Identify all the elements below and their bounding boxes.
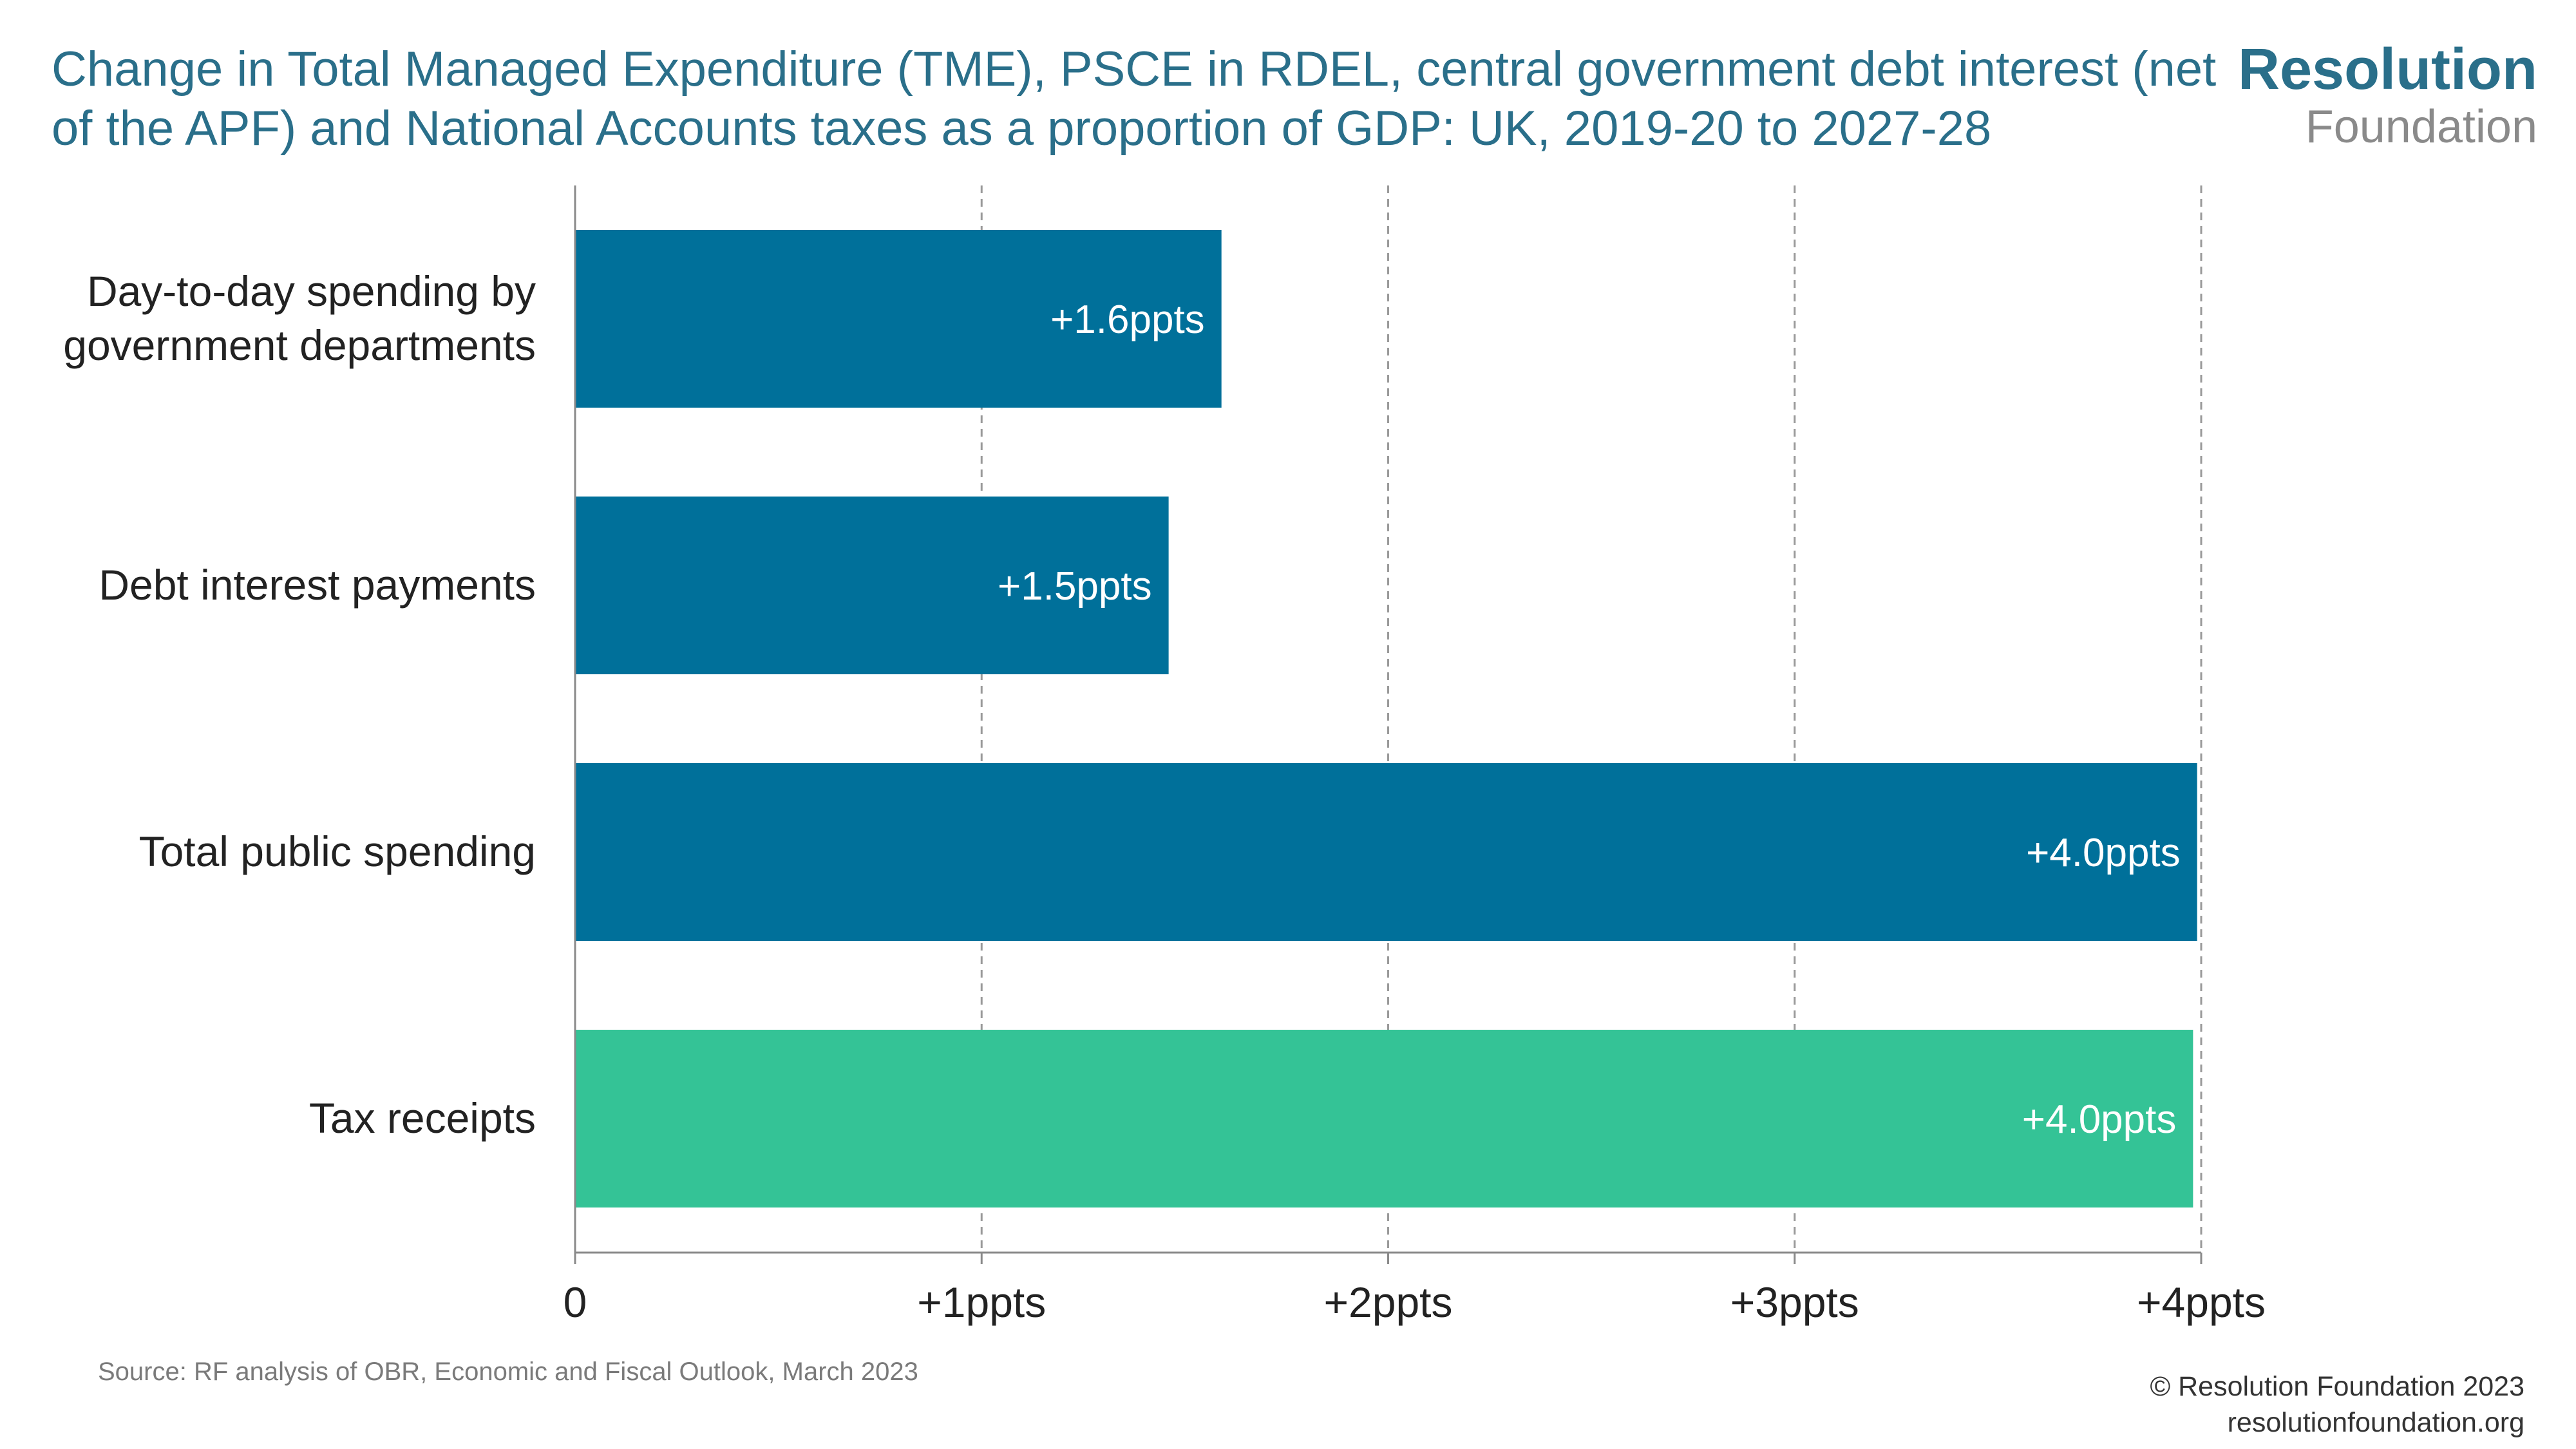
bar — [575, 497, 1169, 674]
category-label: Total public spending — [139, 828, 536, 875]
data-label: +4.0ppts — [2026, 831, 2181, 875]
data-label: +4.0ppts — [2022, 1097, 2177, 1142]
bar-chart: +1.6ppts Day-to-day spending by government… — [63, 185, 2266, 1326]
logo-wordmark-top: Resolution — [2238, 37, 2537, 102]
x-tick-label: +2ppts — [1324, 1278, 1453, 1326]
source-note: Source: RF analysis of OBR, Economic and… — [98, 1358, 918, 1386]
x-tick-label: 0 — [564, 1278, 587, 1326]
footer: © Resolution Foundation 2023 resolutionf… — [2150, 1368, 2524, 1441]
data-label: +1.6ppts — [1050, 298, 1205, 342]
category-label: Debt interest payments — [99, 561, 536, 609]
category-label: Tax receipts — [309, 1094, 536, 1142]
category-label: Day-to-day spending by government departm… — [63, 267, 536, 369]
x-tick-label: +4ppts — [2137, 1278, 2266, 1326]
bar — [575, 1030, 2193, 1208]
x-tick-label: +3ppts — [1730, 1278, 1859, 1326]
logo-wordmark-bottom: Foundation — [2305, 101, 2537, 153]
bar — [575, 230, 1222, 408]
data-label: +1.5ppts — [998, 564, 1152, 609]
resolution-foundation-logo: Resolution Foundation — [2238, 39, 2537, 153]
x-tick-label: +1ppts — [917, 1278, 1046, 1326]
bar — [575, 763, 2197, 941]
website-text: resolutionfoundation.org — [2227, 1407, 2524, 1438]
copyright-text: © Resolution Foundation 2023 — [2150, 1371, 2524, 1402]
chart-title: Change in Total Managed Expenditure (TME… — [52, 42, 2217, 156]
